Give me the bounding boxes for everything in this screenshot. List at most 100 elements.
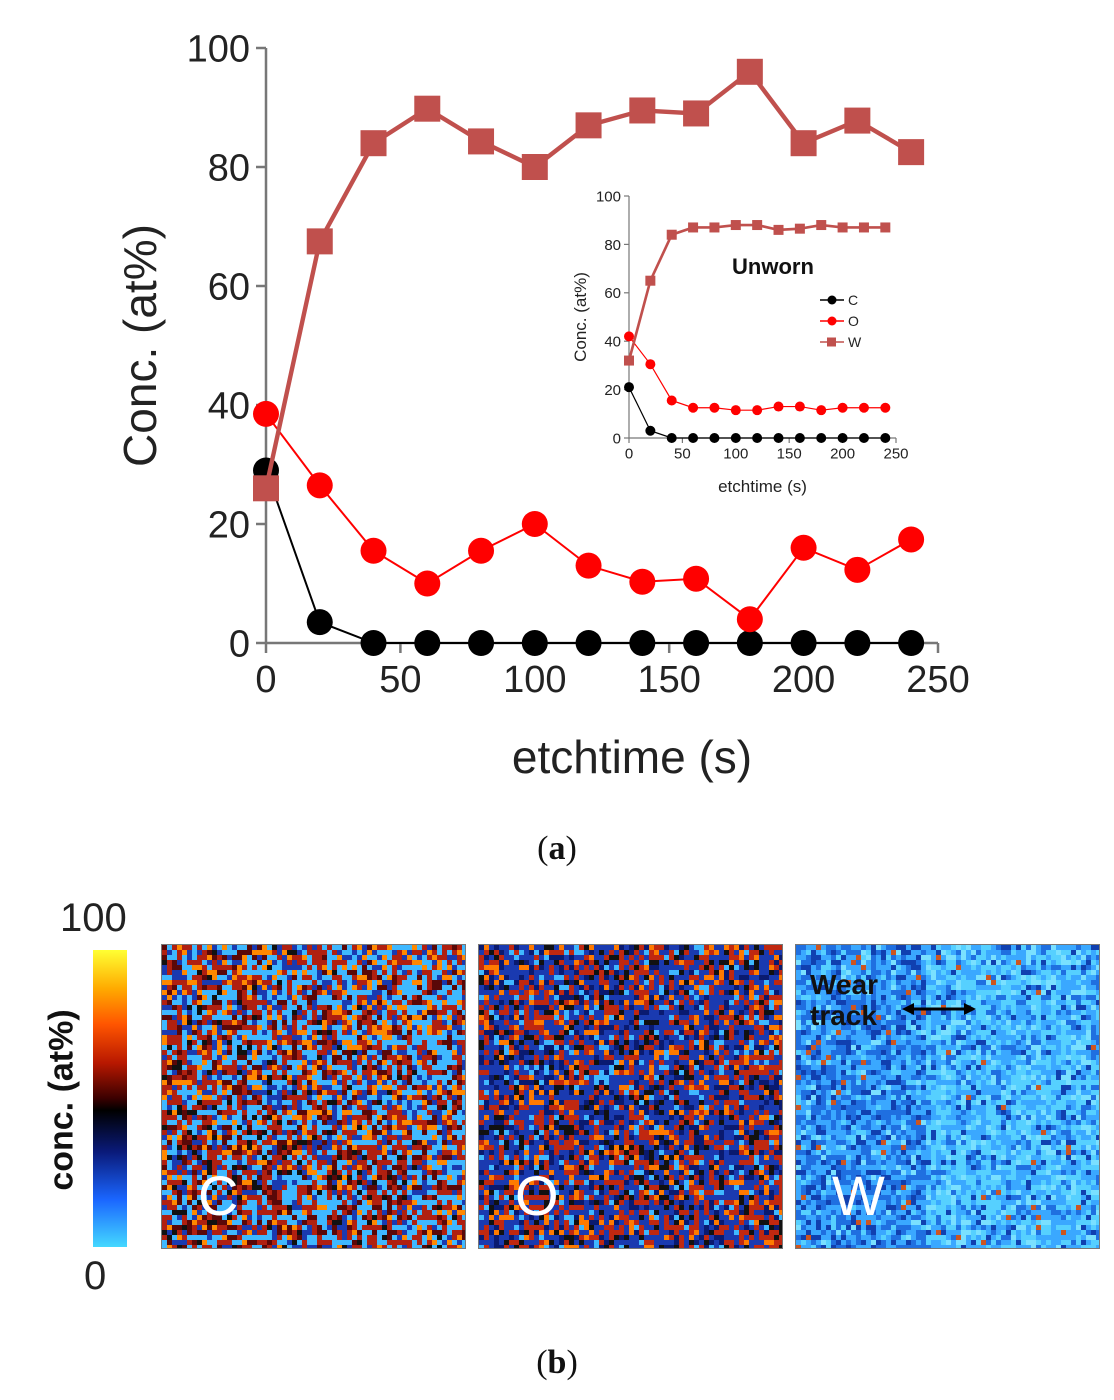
map-pixel [352, 1025, 357, 1030]
map-pixel [372, 1125, 377, 1130]
map-pixel [207, 1025, 212, 1030]
map-pixel [564, 1185, 569, 1190]
map-pixel [182, 1155, 187, 1160]
map-pixel [524, 1200, 529, 1205]
map-pixel [484, 1245, 489, 1248]
map-pixel [207, 1175, 212, 1180]
map-pixel [377, 985, 382, 990]
map-pixel [437, 955, 442, 960]
map-pixel [457, 1245, 462, 1248]
map-pixel [197, 1185, 202, 1190]
map-pixel [494, 1050, 499, 1055]
map-pixel [544, 1105, 549, 1110]
map-pixel [534, 980, 539, 985]
inset-x-tick-label: 150 [777, 445, 802, 462]
map-pixel [197, 1195, 202, 1200]
map-pixel [177, 1005, 182, 1010]
map-pixel [392, 1170, 397, 1175]
map-pixel [332, 1075, 337, 1080]
map-pixel [539, 1120, 544, 1125]
map-pixel [357, 1155, 362, 1160]
map-pixel [372, 1055, 377, 1060]
map-pixel [342, 995, 347, 1000]
map-pixel [317, 1205, 322, 1210]
map-pixel [382, 1175, 387, 1180]
map-pixel [182, 1140, 187, 1145]
map-pixel [564, 1245, 569, 1248]
map-pixel [544, 1025, 549, 1030]
map-pixel [417, 1140, 422, 1145]
map-pixel [402, 1065, 407, 1070]
map-pixel [212, 1135, 217, 1140]
map-pixel [242, 950, 247, 955]
map-pixel [452, 1115, 457, 1120]
map-pixel [217, 1005, 222, 1010]
map-pixel [377, 965, 382, 970]
map-pixel [462, 1230, 465, 1235]
map-pixel [494, 1070, 499, 1075]
map-pixel [509, 1030, 514, 1035]
map-pixel [272, 1215, 277, 1220]
map-pixel [217, 1035, 222, 1040]
map-pixel [362, 980, 367, 985]
colorbar-min-label: 0 [84, 1254, 107, 1298]
map-pixel [407, 955, 412, 960]
map-pixel [407, 1060, 412, 1065]
map-pixel [252, 1145, 257, 1150]
map-pixel [549, 980, 554, 985]
map-pixel [452, 1145, 457, 1150]
map-pixel [372, 980, 377, 985]
map-pixel [312, 950, 317, 955]
map-pixel [262, 1090, 267, 1095]
inset-series-o-point [688, 402, 699, 413]
map-pixel [272, 1085, 277, 1090]
map-pixel [212, 970, 217, 975]
map-pixel [237, 1215, 242, 1220]
map-pixel [407, 1150, 412, 1155]
map-pixel [287, 1195, 292, 1200]
map-pixel [457, 1185, 462, 1190]
map-pixel [317, 1015, 322, 1020]
map-pixel [172, 1175, 177, 1180]
map-pixel [437, 1235, 442, 1240]
map-pixel [247, 1245, 252, 1248]
map-pixel [494, 955, 499, 960]
map-pixel [372, 1010, 377, 1015]
map-pixel [262, 1010, 267, 1015]
map-pixel [397, 1150, 402, 1155]
map-pixel [177, 1135, 182, 1140]
map-pixel [499, 965, 504, 970]
map-pixel [242, 1060, 247, 1065]
map-pixel [167, 1065, 172, 1070]
map-pixel [382, 1075, 387, 1080]
map-pixel [342, 1130, 347, 1135]
map-pixel [247, 980, 252, 985]
map-pixel [352, 1245, 357, 1248]
map-pixel [162, 1100, 167, 1105]
map-pixel [437, 1135, 442, 1140]
map-pixel [202, 1030, 207, 1035]
map-pixel [212, 1070, 217, 1075]
map-pixel [387, 1000, 392, 1005]
map-pixel [237, 1135, 242, 1140]
map-pixel [462, 1165, 465, 1170]
map-pixel [509, 1095, 514, 1100]
map-pixel [377, 970, 382, 975]
map-pixel [307, 1130, 312, 1135]
map-pixel [367, 1025, 372, 1030]
map-pixel [162, 1050, 167, 1055]
map-pixel [417, 1135, 422, 1140]
map-pixel [192, 1160, 197, 1165]
map-pixel [217, 1020, 222, 1025]
map-pixel [479, 1080, 484, 1085]
map-pixel [402, 1100, 407, 1105]
map-pixel [262, 1050, 267, 1055]
map-pixel [554, 1175, 559, 1180]
map-pixel [534, 1100, 539, 1105]
map-pixel [402, 1225, 407, 1230]
map-pixel [382, 1115, 387, 1120]
map-pixel [337, 950, 342, 955]
map-pixel [297, 1145, 302, 1150]
map-pixel [262, 1055, 267, 1060]
map-pixel [452, 975, 457, 980]
